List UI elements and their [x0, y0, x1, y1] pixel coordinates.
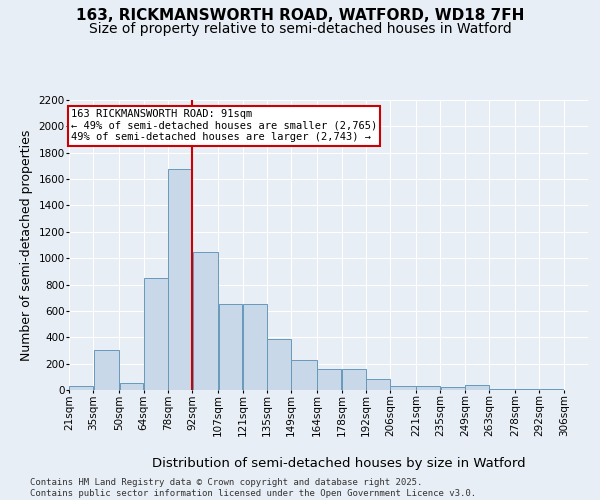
- Y-axis label: Number of semi-detached properties: Number of semi-detached properties: [20, 130, 33, 360]
- Bar: [342, 369, 365, 390]
- Bar: [193, 252, 218, 390]
- Bar: [267, 338, 291, 390]
- Bar: [292, 360, 317, 390]
- Bar: [94, 350, 119, 390]
- Bar: [441, 386, 464, 390]
- Text: Contains HM Land Registry data © Crown copyright and database right 2025.
Contai: Contains HM Land Registry data © Crown c…: [30, 478, 476, 498]
- Text: Size of property relative to semi-detached houses in Watford: Size of property relative to semi-detach…: [89, 22, 511, 36]
- Bar: [465, 384, 489, 390]
- Text: Distribution of semi-detached houses by size in Watford: Distribution of semi-detached houses by …: [152, 458, 526, 470]
- Bar: [416, 386, 440, 390]
- Bar: [168, 168, 192, 390]
- Bar: [69, 386, 93, 390]
- Bar: [144, 278, 167, 390]
- Bar: [243, 304, 266, 390]
- Bar: [317, 369, 341, 390]
- Text: 163, RICKMANSWORTH ROAD, WATFORD, WD18 7FH: 163, RICKMANSWORTH ROAD, WATFORD, WD18 7…: [76, 8, 524, 22]
- Bar: [218, 304, 242, 390]
- Text: 163 RICKMANSWORTH ROAD: 91sqm
← 49% of semi-detached houses are smaller (2,765)
: 163 RICKMANSWORTH ROAD: 91sqm ← 49% of s…: [71, 109, 377, 142]
- Bar: [391, 386, 416, 390]
- Bar: [366, 380, 390, 390]
- Bar: [119, 384, 143, 390]
